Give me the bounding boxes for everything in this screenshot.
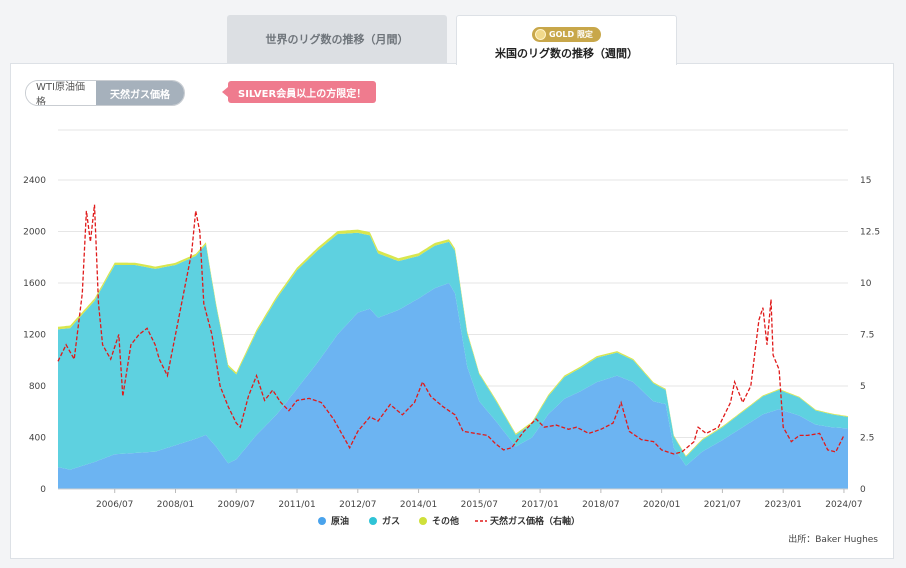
x-tick-label: 2011/01 — [278, 500, 315, 510]
y-left-tick-label: 2400 — [23, 176, 46, 186]
y-right-tick-label: 12.5 — [860, 228, 880, 238]
y-left-tick-label: 0 — [40, 485, 46, 495]
x-tick-label: 2020/01 — [643, 500, 680, 510]
tab-world-label: 世界のリグ数の推移（月間） — [265, 33, 409, 46]
x-tick-label: 2024/07 — [825, 500, 862, 510]
legend-marker-1 — [369, 517, 377, 525]
x-tick-label: 2006/07 — [96, 500, 133, 510]
toggle-gas-label: 天然ガス価格 — [110, 89, 170, 101]
gold-badge-label: GOLD 限定 — [549, 29, 593, 39]
x-tick-label: 2015/07 — [461, 500, 498, 510]
x-tick-label: 2018/07 — [582, 500, 619, 510]
source-note: 出所：Baker Hughes — [788, 535, 878, 545]
gold-limited-badge: GOLD 限定 — [532, 26, 601, 42]
y-left-tick-label: 1600 — [23, 279, 46, 289]
y-right-tick-label: 5 — [860, 382, 866, 392]
legend-marker-2 — [419, 517, 427, 525]
x-tick-label: 2023/01 — [764, 500, 801, 510]
y-left-tick-label: 800 — [29, 382, 46, 392]
y-right-tick-label: 15 — [860, 176, 871, 186]
x-tick-label: 2012/07 — [339, 500, 376, 510]
gold-coin-icon — [535, 28, 547, 40]
tab-bar: 世界のリグ数の推移（月間） GOLD 限定 米国のリグ数の推移（週間） — [0, 0, 906, 65]
tab-us-label: 米国のリグ数の推移（週間） — [495, 46, 638, 60]
y-right-tick-label: 7.5 — [860, 331, 874, 341]
toggle-wti-label: WTI原油価格 — [36, 82, 85, 106]
legend-label: 天然ガス価格（右軸） — [490, 515, 580, 527]
silver-member-notice: SILVER会員以上の方限定！ — [221, 81, 377, 103]
silver-notice-label: SILVER会員以上の方限定！ — [238, 88, 367, 100]
y-left-tick-label: 2000 — [23, 228, 46, 238]
y-left-tick-label: 400 — [29, 434, 46, 444]
legend-label: ガス — [382, 515, 400, 527]
y-right-tick-label: 2.5 — [860, 434, 874, 444]
area-series-gas — [58, 232, 848, 470]
legend-label: 原油 — [331, 515, 349, 527]
x-tick-label: 2008/01 — [157, 500, 194, 510]
toggle-wti-price[interactable]: WTI原油価格 — [26, 81, 96, 105]
legend-marker-0 — [318, 517, 326, 525]
y-right-tick-label: 10 — [860, 279, 872, 289]
toggle-natural-gas-price[interactable]: 天然ガス価格 — [96, 81, 184, 105]
tab-us-rig-count-weekly[interactable]: GOLD 限定 米国のリグ数の推移（週間） — [456, 15, 677, 65]
x-tick-label: 2017/01 — [521, 500, 558, 510]
y-left-tick-label: 1200 — [23, 331, 46, 341]
legend-label: その他 — [432, 515, 459, 527]
x-tick-label: 2021/07 — [704, 500, 741, 510]
price-overlay-toggle: WTI原油価格 天然ガス価格 — [25, 80, 185, 106]
x-tick-label: 2009/07 — [218, 500, 255, 510]
line-series-gas-price — [57, 204, 845, 455]
x-tick-label: 2014/01 — [400, 500, 437, 510]
y-right-tick-label: 0 — [860, 485, 866, 495]
area-series-oil — [58, 283, 848, 489]
tab-world-rig-count-monthly[interactable]: 世界のリグ数の推移（月間） — [227, 15, 447, 63]
